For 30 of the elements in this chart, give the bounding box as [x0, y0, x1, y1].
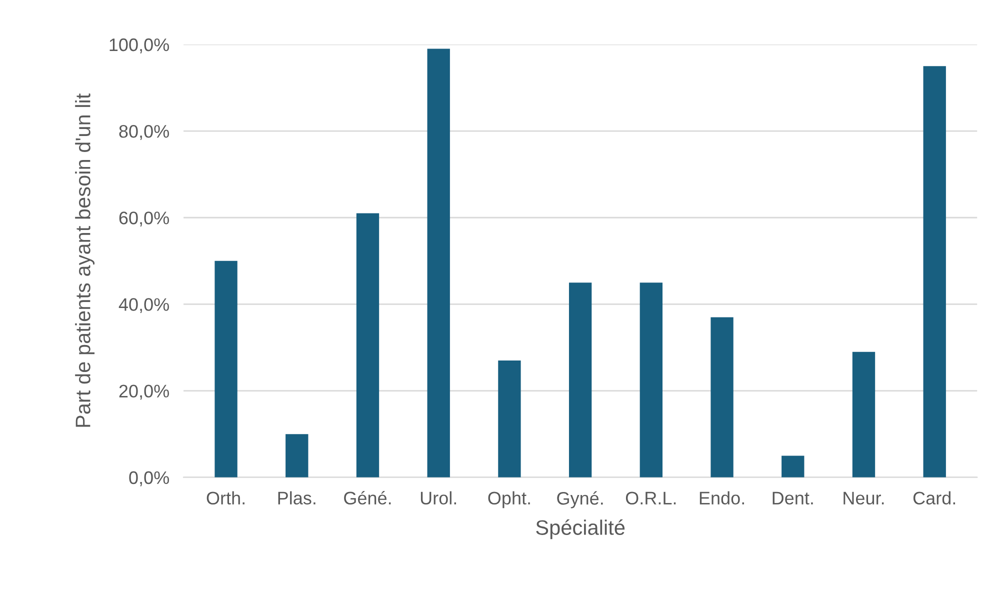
y-tick-label: 60,0% [119, 212, 169, 226]
x-axis-title: Spécialité [536, 519, 625, 540]
x-tick-label: Opht. [488, 491, 530, 508]
bar [427, 48, 450, 478]
x-tick-label: Dent. [772, 492, 813, 505]
bar [710, 317, 734, 478]
y-tick-label: 100,0% [110, 38, 169, 54]
bar [852, 352, 876, 478]
x-tick-label: Card. [913, 491, 956, 505]
y-axis-title: Part de patients ayant besoin d'un lit [75, 93, 95, 427]
bar [782, 456, 804, 478]
x-tick-label: Neur. [844, 492, 884, 505]
y-tick-label: 40,0% [118, 298, 169, 314]
bar [568, 282, 592, 478]
bar [498, 360, 521, 478]
x-tick-label: Plas. [278, 491, 316, 505]
y-tick-label: 80,0% [119, 124, 169, 140]
x-tick-label: O.R.L. [626, 492, 676, 505]
bar [923, 66, 946, 478]
x-tick-label: Orth. [206, 491, 244, 505]
x-tick-label: Gyné. [557, 491, 603, 508]
bar [356, 213, 380, 478]
bar [286, 434, 308, 478]
bar [214, 260, 238, 478]
bar [640, 282, 663, 478]
y-tick-label: 0,0% [129, 471, 169, 486]
x-tick-label: Endo. [700, 491, 744, 505]
x-tick-label: Géné. [344, 491, 391, 505]
y-tick-label: 20,0% [119, 384, 169, 400]
x-tick-label: Urol. [420, 491, 456, 505]
